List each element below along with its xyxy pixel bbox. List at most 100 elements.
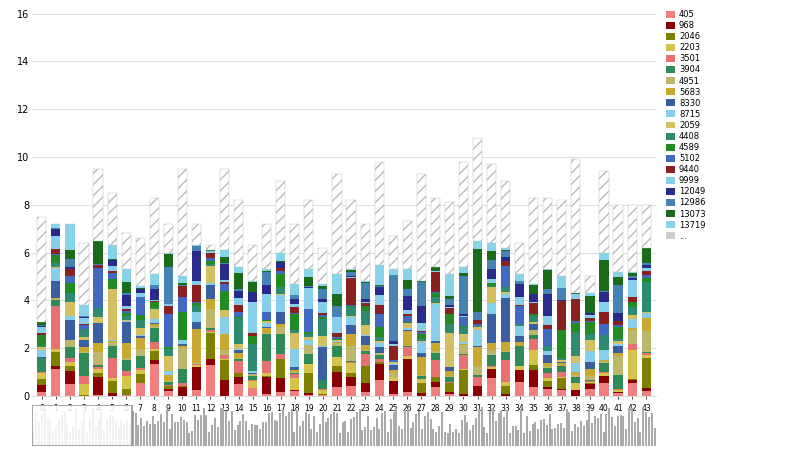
Bar [38, 326, 46, 327]
Bar [290, 299, 299, 304]
Bar [164, 385, 173, 386]
Bar [72, 426, 74, 446]
Bar [586, 313, 594, 315]
Bar [642, 353, 650, 356]
Bar [571, 293, 581, 294]
Bar [501, 248, 510, 250]
Bar [122, 389, 130, 395]
Bar [370, 430, 372, 446]
Bar [150, 274, 159, 285]
Bar [586, 382, 594, 384]
Bar [66, 366, 74, 371]
Bar [389, 236, 398, 269]
Bar [515, 306, 524, 324]
Bar [389, 364, 398, 370]
Bar [200, 415, 202, 446]
Bar [333, 341, 342, 342]
Bar [304, 286, 314, 287]
Bar [276, 268, 286, 271]
Bar [55, 426, 57, 446]
Bar [66, 276, 74, 283]
Bar [410, 428, 412, 446]
Bar [94, 307, 102, 308]
Bar [543, 373, 552, 378]
Bar [234, 267, 243, 274]
Bar [178, 387, 187, 396]
Bar [614, 325, 622, 327]
Bar [586, 420, 587, 446]
Bar [66, 283, 74, 293]
Bar [374, 162, 384, 265]
Bar [136, 320, 145, 328]
Bar [515, 346, 524, 365]
Bar [178, 344, 187, 346]
Bar [192, 322, 201, 329]
Bar [445, 274, 454, 296]
Bar [66, 316, 74, 320]
Bar [66, 267, 74, 269]
Bar [120, 420, 122, 446]
Bar [515, 284, 524, 297]
Bar [248, 388, 258, 396]
Bar [92, 408, 94, 446]
Bar [515, 370, 524, 382]
Bar [333, 294, 342, 306]
Bar [276, 378, 286, 392]
Bar [459, 342, 468, 344]
Bar [79, 305, 89, 316]
Bar [149, 424, 150, 446]
Bar [248, 381, 258, 387]
Bar [122, 309, 130, 311]
Bar [627, 302, 637, 307]
Bar [642, 205, 650, 248]
Bar [333, 337, 342, 339]
Bar [107, 381, 117, 393]
Bar [361, 350, 370, 351]
Bar [66, 347, 74, 358]
Bar [66, 269, 74, 276]
Bar [627, 344, 637, 350]
Bar [614, 341, 622, 344]
Bar [389, 341, 398, 344]
Bar [538, 428, 539, 446]
Bar [543, 368, 552, 373]
Bar [290, 367, 299, 369]
Bar [470, 430, 471, 446]
Bar [374, 337, 384, 341]
Bar [558, 329, 566, 330]
Bar [318, 389, 327, 390]
Bar [654, 428, 655, 446]
Bar [268, 413, 270, 446]
Bar [333, 333, 342, 337]
Bar [417, 282, 426, 306]
Bar [543, 387, 552, 389]
Bar [333, 340, 342, 341]
Bar [614, 272, 622, 277]
Bar [501, 250, 510, 251]
Bar [571, 375, 581, 377]
Bar [262, 323, 271, 327]
Bar [389, 373, 398, 377]
Bar [608, 409, 610, 446]
Bar [122, 311, 130, 313]
Bar [430, 342, 440, 343]
Bar [430, 382, 440, 387]
Bar [459, 326, 468, 327]
Bar [346, 278, 355, 306]
Bar [402, 296, 412, 310]
Bar [333, 356, 342, 357]
Bar [234, 384, 243, 396]
Bar [164, 392, 173, 396]
Bar [333, 346, 342, 356]
Bar [549, 414, 550, 446]
Bar [614, 389, 622, 390]
Bar [32, 405, 132, 446]
Bar [136, 349, 145, 356]
Bar [150, 342, 159, 349]
Bar [248, 245, 258, 281]
Bar [70, 432, 71, 446]
Bar [395, 408, 398, 446]
Bar [571, 323, 581, 332]
Bar [234, 358, 243, 359]
Bar [107, 271, 117, 273]
